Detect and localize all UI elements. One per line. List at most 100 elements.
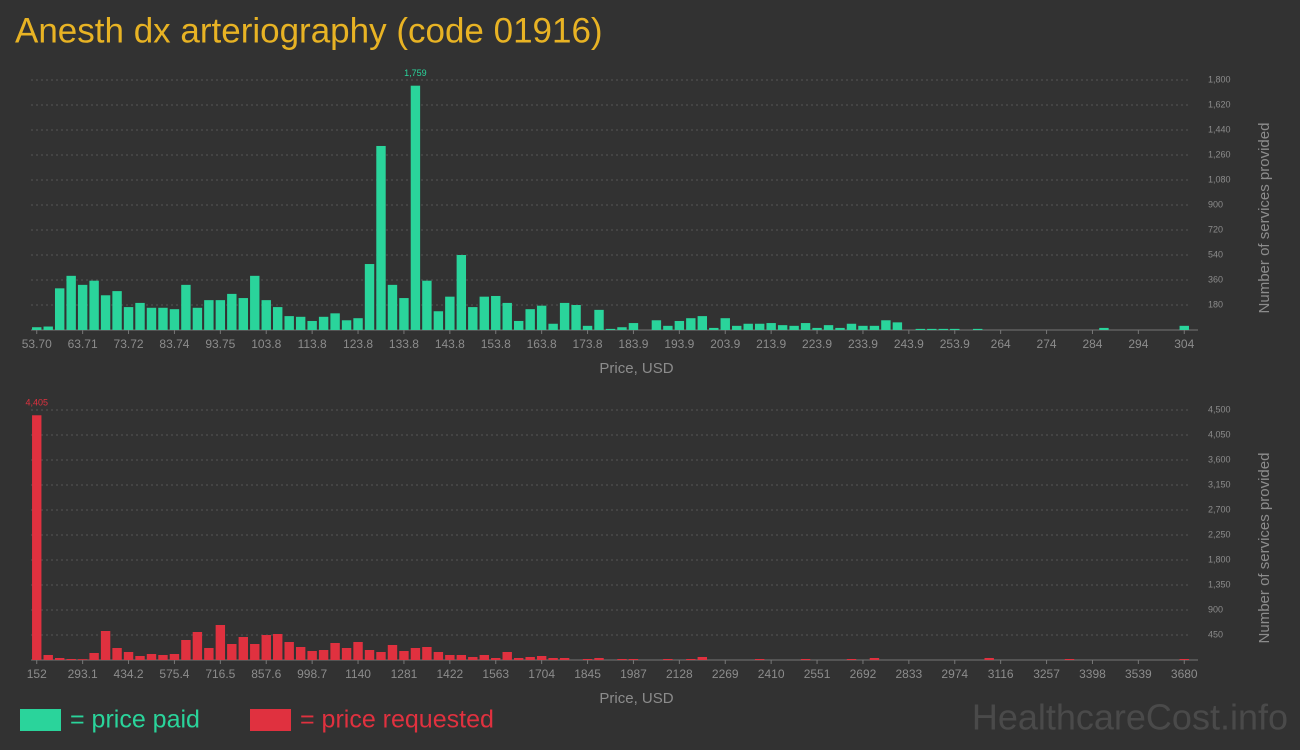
- x-axis-title: Price, USD: [599, 690, 673, 707]
- bar: [215, 625, 226, 660]
- bar: [869, 325, 880, 330]
- y-tick-label: 360: [1208, 274, 1223, 284]
- x-tick-label: 143.8: [435, 337, 465, 351]
- bar: [100, 295, 111, 330]
- bar: [364, 264, 375, 330]
- y-tick-label: 540: [1208, 249, 1223, 259]
- x-tick-label: 3257: [1033, 667, 1060, 681]
- x-tick-label: 304: [1174, 337, 1194, 351]
- bar: [445, 655, 455, 660]
- bar: [491, 295, 501, 330]
- bar: [146, 307, 157, 330]
- bar: [479, 296, 489, 330]
- bar: [318, 650, 329, 660]
- bar: [846, 323, 857, 330]
- bar: [43, 326, 53, 330]
- bar: [135, 302, 145, 330]
- bar: [754, 323, 765, 330]
- bar: [697, 316, 708, 330]
- bar: [456, 655, 467, 660]
- bar: [32, 327, 42, 330]
- bar: [43, 655, 53, 660]
- bar: [227, 644, 237, 660]
- bar: [353, 642, 363, 660]
- x-tick-label: 223.9: [802, 337, 832, 351]
- y-tick-label: 180: [1208, 299, 1223, 309]
- bar: [215, 300, 226, 330]
- bar: [927, 328, 937, 330]
- bar: [66, 275, 76, 330]
- bar: [307, 651, 317, 660]
- bar: [973, 328, 983, 330]
- bar: [146, 654, 157, 660]
- y-tick-label: 2,250: [1208, 529, 1231, 539]
- bar: [525, 657, 535, 660]
- legend-label: = price paid: [70, 706, 200, 734]
- bar: [89, 280, 99, 330]
- bar: [548, 323, 558, 330]
- x-tick-label: 193.9: [664, 337, 694, 351]
- bar: [261, 300, 271, 330]
- bar: [410, 648, 421, 660]
- x-tick-label: 113.8: [298, 337, 327, 351]
- bar: [318, 316, 329, 330]
- bar: [192, 632, 203, 660]
- bar: [66, 659, 76, 660]
- bar: [686, 318, 696, 330]
- bar: [468, 307, 478, 330]
- y-tick-label: 1,620: [1208, 99, 1231, 109]
- bar: [54, 288, 65, 330]
- bar: [273, 307, 283, 330]
- x-tick-label: 998.7: [297, 667, 327, 681]
- x-tick-label: 152: [27, 667, 47, 681]
- y-tick-label: 1,800: [1208, 554, 1231, 564]
- bar: [261, 635, 271, 660]
- bar: [559, 658, 570, 660]
- bar: [869, 658, 880, 660]
- bar: [123, 652, 134, 660]
- bar: [594, 658, 604, 660]
- x-tick-label: 2833: [896, 667, 923, 681]
- x-tick-label: 575.4: [159, 667, 189, 681]
- bar: [32, 415, 42, 660]
- bar: [330, 313, 340, 330]
- bar: [284, 642, 294, 660]
- legend-label: = price requested: [300, 706, 494, 734]
- bar: [950, 328, 960, 330]
- bar: [513, 658, 524, 660]
- bar: [307, 320, 317, 330]
- bar: [766, 323, 776, 330]
- bar: [984, 658, 994, 660]
- x-tick-label: 2974: [941, 667, 968, 681]
- bar: [250, 644, 260, 660]
- x-tick-label: 857.6: [251, 667, 281, 681]
- bar: [295, 316, 306, 330]
- bar: [192, 307, 203, 330]
- bar: [399, 298, 409, 330]
- x-tick-label: 2692: [850, 667, 877, 681]
- bar: [227, 293, 237, 330]
- bar: [89, 653, 99, 660]
- bar: [559, 302, 570, 330]
- bar: [77, 659, 88, 660]
- bar: [422, 647, 432, 660]
- bar: [54, 658, 65, 660]
- bar: [273, 634, 283, 660]
- bar: [364, 650, 375, 660]
- x-tick-label: 133.8: [389, 337, 419, 351]
- bar: [548, 658, 558, 660]
- bar: [674, 320, 685, 330]
- x-tick-label: 123.8: [343, 337, 373, 351]
- bar: [376, 145, 386, 330]
- x-tick-label: 163.8: [527, 337, 557, 351]
- x-tick-label: 153.8: [481, 337, 511, 351]
- x-tick-label: 1281: [391, 667, 418, 681]
- x-tick-label: 1845: [574, 667, 601, 681]
- bar: [399, 651, 409, 660]
- x-tick-label: 284: [1082, 337, 1102, 351]
- x-tick-label: 1987: [620, 667, 647, 681]
- bar: [169, 309, 180, 330]
- bar: [835, 327, 845, 330]
- y-tick-label: 4,050: [1208, 429, 1231, 439]
